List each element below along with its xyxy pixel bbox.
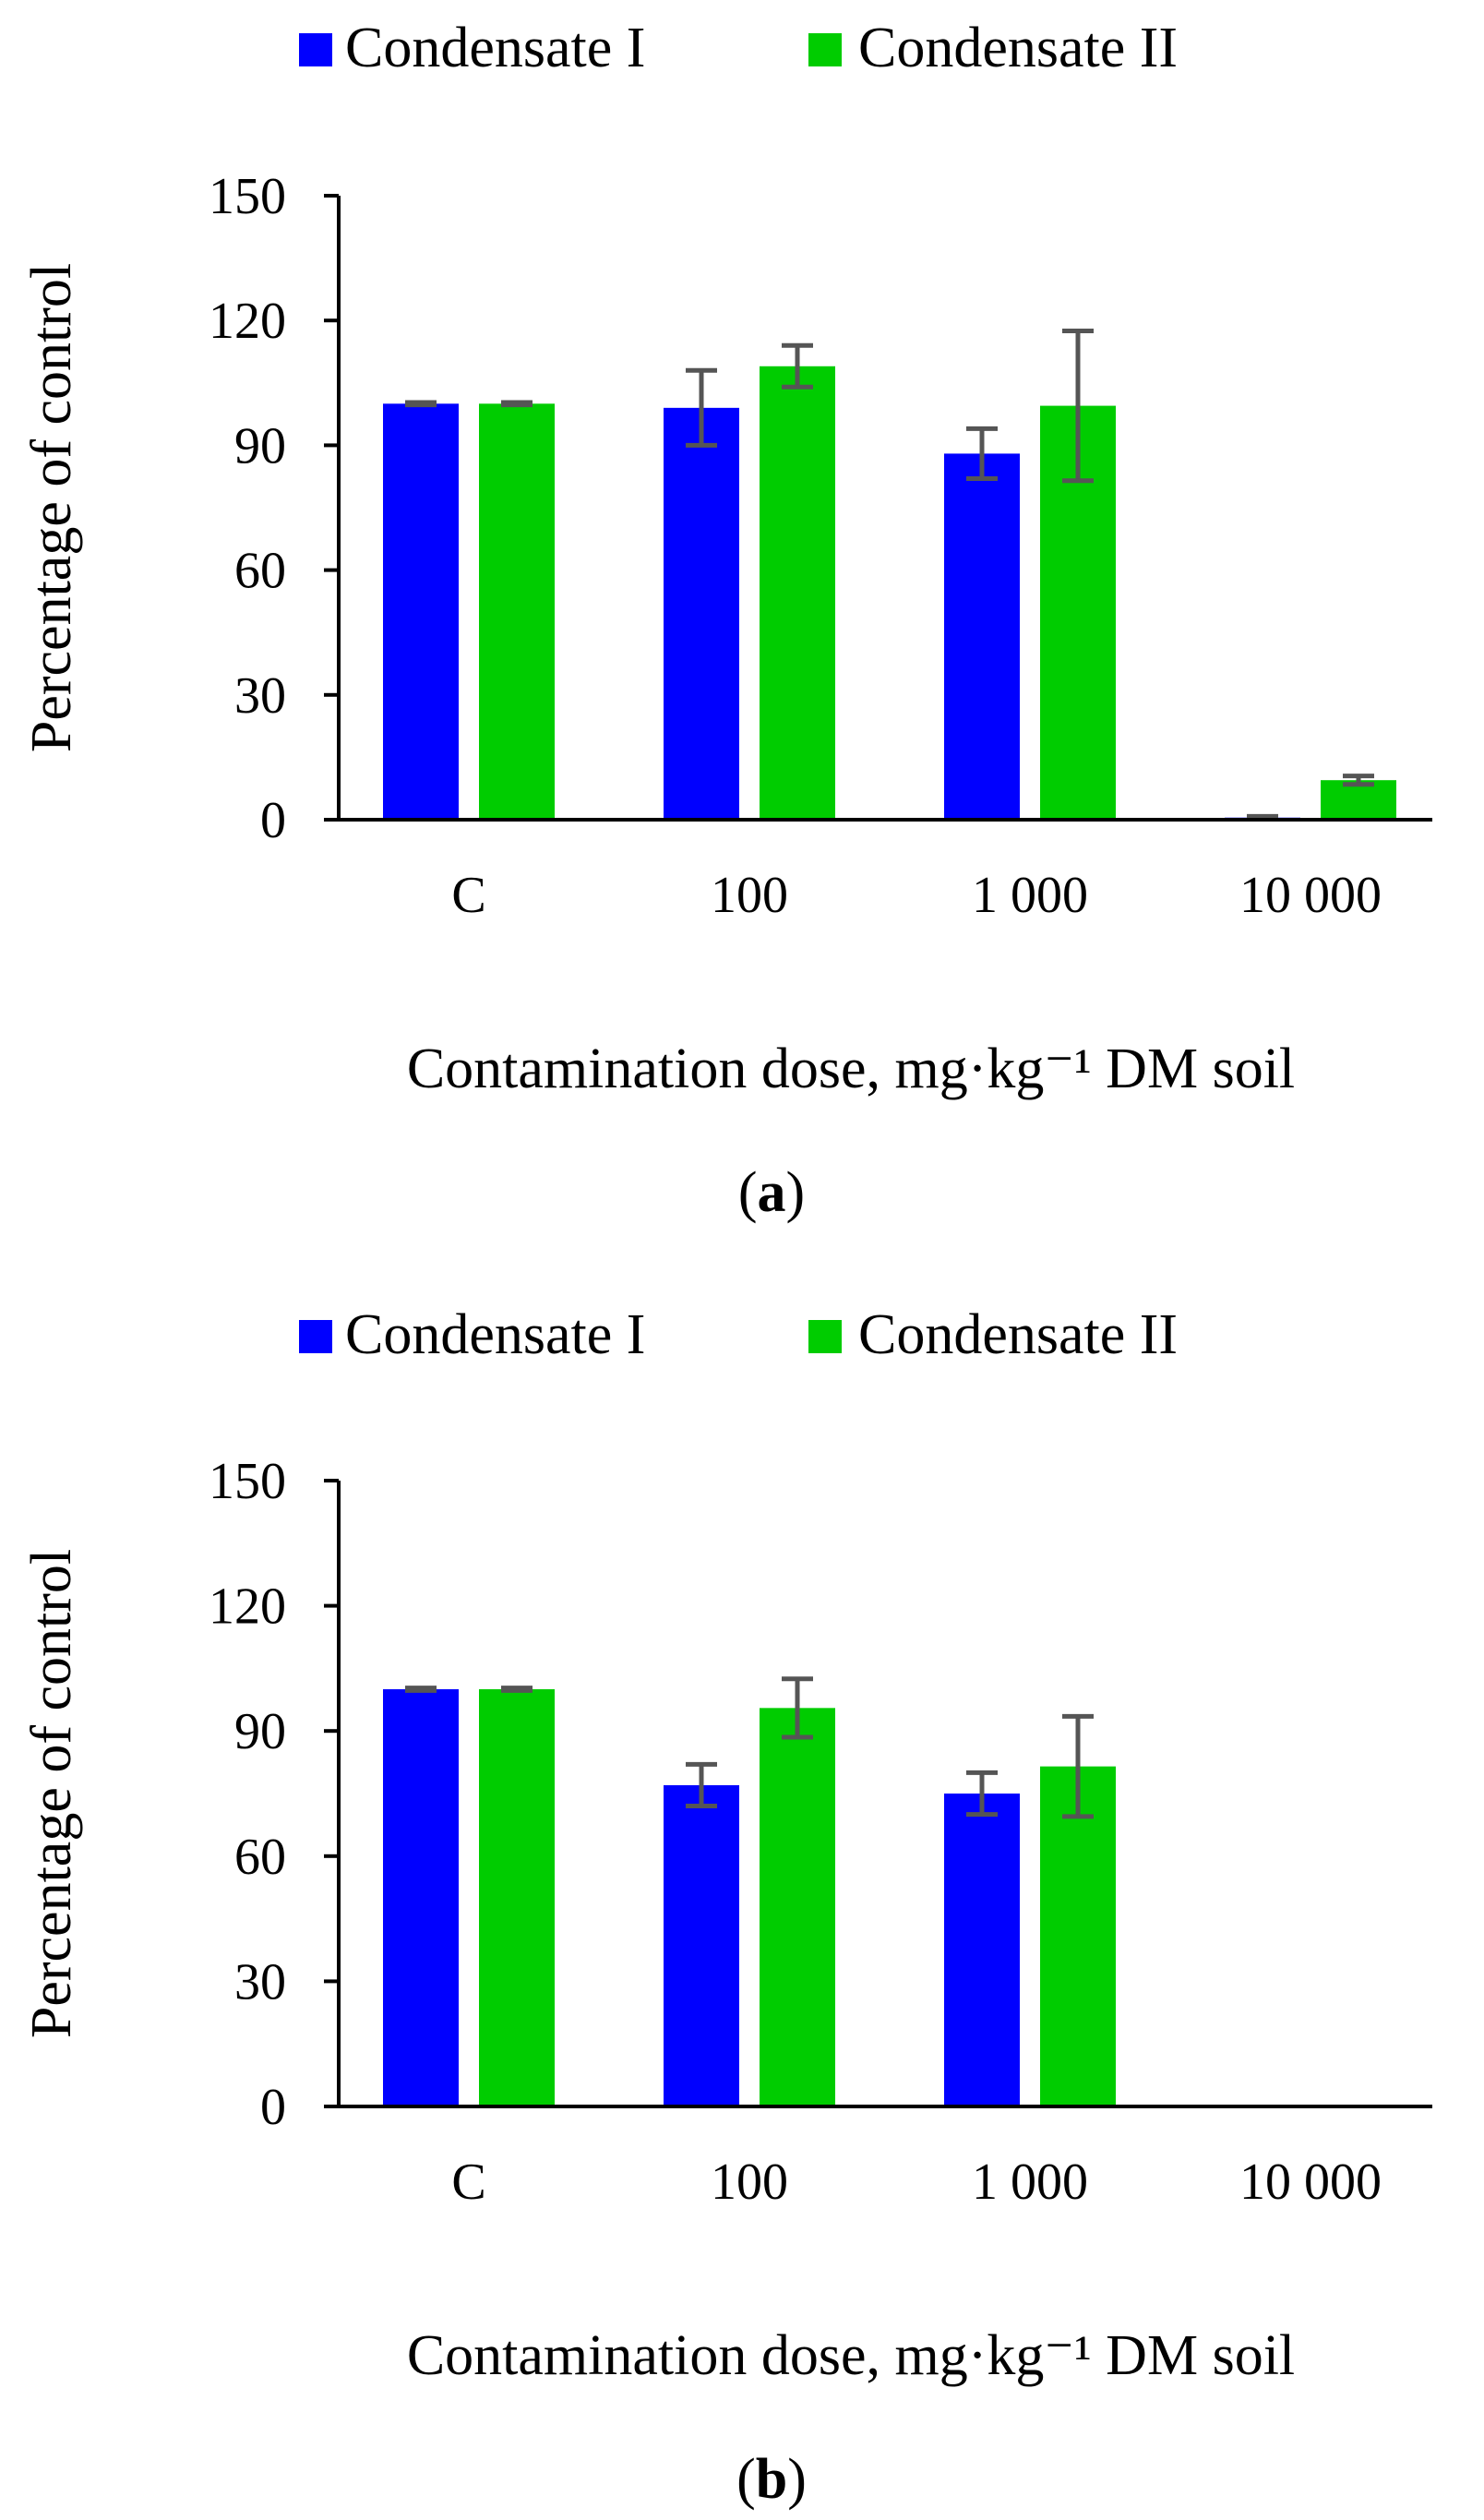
y-tick-label: 120 [209, 293, 286, 350]
error-bar [405, 400, 437, 408]
bar-condensate-i-1 [664, 1784, 739, 2106]
x-axis-title: Contamination dose, mg·kg⁻¹ DM soil [407, 1038, 1295, 1100]
y-tick-label: 90 [234, 1703, 286, 1760]
error-bar [966, 426, 998, 481]
x-axis-title: Contamination dose, mg·kg⁻¹ DM soil [407, 2324, 1295, 2387]
bar-condensate-i-2 [944, 453, 1020, 820]
y-tick-label: 90 [234, 417, 286, 474]
bar-condensate-i-0 [383, 1689, 459, 2106]
y-tick-label: 30 [234, 1953, 286, 2010]
bar-condensate-ii-1 [760, 1708, 835, 2106]
error-bar [782, 1676, 813, 1740]
bar-condensate-ii-0 [479, 403, 555, 820]
y-axis-title: Percentage of control [20, 263, 83, 752]
bar-condensate-i-1 [664, 407, 739, 820]
chart-panel-b: Condensate I Condensate II Percentage of… [20, 1303, 1432, 2511]
error-bar [1062, 1713, 1094, 1819]
legend-label-condensate-i: Condensate I [345, 1303, 645, 1366]
bar-condensate-i-2 [944, 1794, 1020, 2106]
x-category-label: 100 [711, 867, 788, 924]
chart-panel-a: Condensate I Condensate II Percentage of… [20, 17, 1432, 1224]
bar-condensate-i-0 [383, 403, 459, 820]
legend-swatch-condensate-ii [808, 33, 842, 66]
error-bar [1343, 774, 1374, 787]
bar-condensate-ii-1 [760, 366, 835, 820]
y-tick-label: 60 [234, 1829, 286, 1886]
x-category-label: C [451, 2154, 485, 2211]
y-tick-label: 150 [209, 1453, 286, 1510]
y-tick-label: 120 [209, 1578, 286, 1636]
legend-swatch-condensate-ii [808, 1320, 842, 1353]
x-category-label: 10 000 [1239, 2154, 1382, 2211]
error-bar [501, 1686, 533, 1693]
error-bar [1062, 328, 1094, 484]
bar-condensate-ii-0 [479, 1689, 555, 2106]
bar-condensate-ii-3 [1321, 780, 1396, 820]
panel-letter: a [758, 1161, 786, 1224]
legend-swatch-condensate-i [299, 1320, 332, 1353]
x-category-label: 1 000 [972, 867, 1088, 924]
y-tick-label: 60 [234, 543, 286, 600]
x-category-label: C [451, 867, 485, 924]
legend-swatch-condensate-i [299, 33, 332, 66]
y-axis-title: Percentage of control [20, 1549, 83, 2038]
y-tick-label: 0 [260, 792, 286, 849]
panel-letter: b [756, 2448, 787, 2511]
legend-label-condensate-ii: Condensate II [858, 17, 1178, 79]
x-category-label: 1 000 [972, 2154, 1088, 2211]
y-tick-label: 30 [234, 667, 286, 725]
error-bar [405, 1686, 437, 1693]
error-bar [501, 400, 533, 408]
error-bar [686, 367, 717, 448]
x-category-label: 10 000 [1239, 867, 1382, 924]
error-bar [782, 342, 813, 390]
x-category-label: 100 [711, 2154, 788, 2211]
error-bar [966, 1770, 998, 1818]
y-tick-label: 150 [209, 168, 286, 225]
legend-label-condensate-ii: Condensate II [858, 1303, 1178, 1366]
bar-condensate-ii-2 [1040, 1766, 1116, 2106]
panel-label: (a) [738, 1161, 805, 1224]
panel-label: (b) [736, 2448, 807, 2511]
y-tick-label: 0 [260, 2079, 286, 2136]
legend-label-condensate-i: Condensate I [345, 17, 645, 79]
error-bar [686, 1761, 717, 1809]
